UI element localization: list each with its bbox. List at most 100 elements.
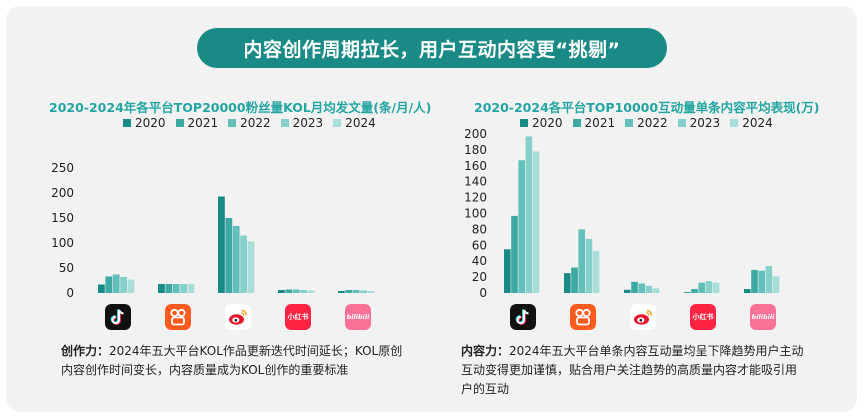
- bar-小红书-2024: [307, 290, 315, 293]
- legend-item-2024: 2024: [730, 116, 773, 130]
- y-tick-120: 120: [464, 191, 487, 205]
- y-tick-60: 60: [472, 238, 487, 252]
- legend-label-2024: 2024: [345, 116, 376, 130]
- bar-抖音-2022: [518, 160, 525, 293]
- legend-swatch-2020: [123, 119, 131, 127]
- y-tick-0: 0: [66, 286, 74, 300]
- bar-哔哩哔哩-2024: [772, 276, 780, 293]
- legend-label-2023: 2023: [292, 116, 324, 130]
- legend-swatch-2020: [520, 119, 528, 127]
- bar-哔哩哔哩-2020: [744, 289, 751, 293]
- bar-哔哩哔哩-2022: [352, 290, 360, 293]
- legend-label-2020: 2020: [532, 116, 563, 130]
- bar-微博-2023: [240, 235, 247, 293]
- legend-item-2021: 2021: [572, 116, 615, 130]
- left-weibo-icon: [225, 304, 251, 330]
- right-weibo-icon: [630, 304, 656, 330]
- bar-快手-2021: [571, 267, 578, 293]
- legend-label-2020: 2020: [135, 116, 166, 130]
- legend-item-2021: 2021: [175, 116, 219, 130]
- y-tick-200: 200: [464, 127, 487, 141]
- bar-哔哩哔哩-2020: [338, 291, 345, 293]
- bar-小红书-2021: [691, 289, 698, 293]
- bar-微博-2022: [232, 226, 240, 293]
- bar-快手-2020: [564, 273, 571, 293]
- legend-swatch-2022: [228, 119, 237, 127]
- right-note-line3: 户的互动: [461, 382, 510, 396]
- headline-text: 内容创作周期拉长，用户互动内容更“挑剔”: [243, 38, 621, 61]
- left-kuaishou-icon: [165, 304, 191, 330]
- bar-快手-2023: [180, 284, 187, 293]
- bar-小红书-2024: [712, 282, 720, 293]
- legend-swatch-2023: [280, 119, 289, 127]
- bar-快手-2024: [187, 284, 195, 293]
- legend-label-2024: 2024: [742, 116, 773, 130]
- right-legend: 2020 2021 2022 2023 2024: [520, 116, 773, 130]
- bar-抖音-2023: [120, 277, 127, 293]
- legend-item-2020: 2020: [123, 116, 166, 130]
- legend-item-2020: 2020: [520, 116, 563, 130]
- legend-swatch-2021: [572, 119, 581, 127]
- bar-抖音-2021: [105, 276, 113, 293]
- right-douyin-icon: [510, 304, 536, 330]
- y-tick-140: 140: [464, 175, 487, 189]
- legend-swatch-2024: [730, 119, 739, 127]
- legend-label-2022: 2022: [240, 116, 271, 130]
- legend-swatch-2021: [175, 119, 184, 127]
- legend-swatch-2024: [333, 119, 342, 127]
- legend-label-2023: 2023: [689, 116, 721, 130]
- legend-item-2023: 2023: [677, 116, 721, 130]
- y-tick-180: 180: [464, 143, 487, 157]
- bar-抖音-2024: [127, 279, 135, 293]
- bar-快手-2023: [585, 238, 593, 293]
- left-note-label: 创作力：: [61, 344, 110, 358]
- left-note-line1: 2024年五大平台KOL作品更新迭代时间延长；KOL原创: [109, 344, 403, 358]
- y-tick-250: 250: [51, 161, 74, 175]
- legend-item-2023: 2023: [280, 116, 324, 130]
- bar-微博-2024: [652, 288, 660, 293]
- right-bilibili-icon: bilibili: [750, 304, 776, 330]
- bar-抖音-2020: [504, 249, 511, 293]
- legend-item-2024: 2024: [333, 116, 376, 130]
- bar-哔哩哔哩-2021: [345, 290, 353, 293]
- bar-微博-2024: [247, 241, 255, 293]
- bar-微博-2020: [624, 289, 631, 293]
- y-tick-0: 0: [479, 286, 487, 300]
- y-tick-20: 20: [472, 270, 487, 284]
- bar-微博-2020: [218, 196, 225, 293]
- bar-小红书-2022: [292, 289, 300, 293]
- left-chart-title: 2020-2024年各平台TOP20000粉丝量KOL月均发文量(条/月/人): [49, 100, 432, 115]
- bar-小红书-2020: [684, 292, 691, 293]
- bar-快手-2022: [578, 229, 585, 293]
- bar-哔哩哔哩-2023: [360, 290, 367, 293]
- bar-抖音-2023: [525, 136, 533, 293]
- bar-快手-2020: [158, 284, 165, 293]
- legend-swatch-2022: [625, 119, 634, 127]
- bar-抖音-2022: [112, 274, 120, 293]
- right-note-label: 内容力：: [461, 344, 510, 358]
- bar-微博-2022: [638, 283, 645, 293]
- y-tick-100: 100: [464, 207, 487, 221]
- y-tick-200: 200: [51, 186, 74, 200]
- left-douyin-icon: [105, 304, 131, 330]
- bar-抖音-2021: [511, 215, 518, 293]
- y-tick-40: 40: [472, 254, 487, 268]
- bar-快手-2022: [172, 284, 180, 293]
- bar-快手-2021: [165, 284, 173, 293]
- card-background: [6, 6, 857, 412]
- y-tick-150: 150: [51, 211, 74, 225]
- bar-小红书-2023: [705, 281, 713, 293]
- y-tick-100: 100: [51, 236, 74, 250]
- right-kuaishou-icon: [570, 304, 596, 330]
- legend-label-2021: 2021: [187, 116, 219, 130]
- left-bilibili-icon: bilibili: [345, 304, 371, 330]
- right-xiaohongshu-icon: 小红书: [690, 304, 716, 330]
- left-note-line2: 内容创作时间变长，内容质量成为KOL创作的重要标准: [61, 363, 349, 377]
- bar-小红书-2021: [285, 289, 293, 293]
- bar-微博-2021: [225, 218, 233, 293]
- right-note-line1: 2024年五大平台单条内容互动量均呈下降趋势用户主动: [509, 344, 804, 358]
- right-chart-title: 2020-2024各平台TOP10000互动量单条内容平均表现(万): [474, 100, 820, 115]
- bar-小红书-2020: [278, 290, 285, 293]
- y-tick-50: 50: [59, 261, 74, 275]
